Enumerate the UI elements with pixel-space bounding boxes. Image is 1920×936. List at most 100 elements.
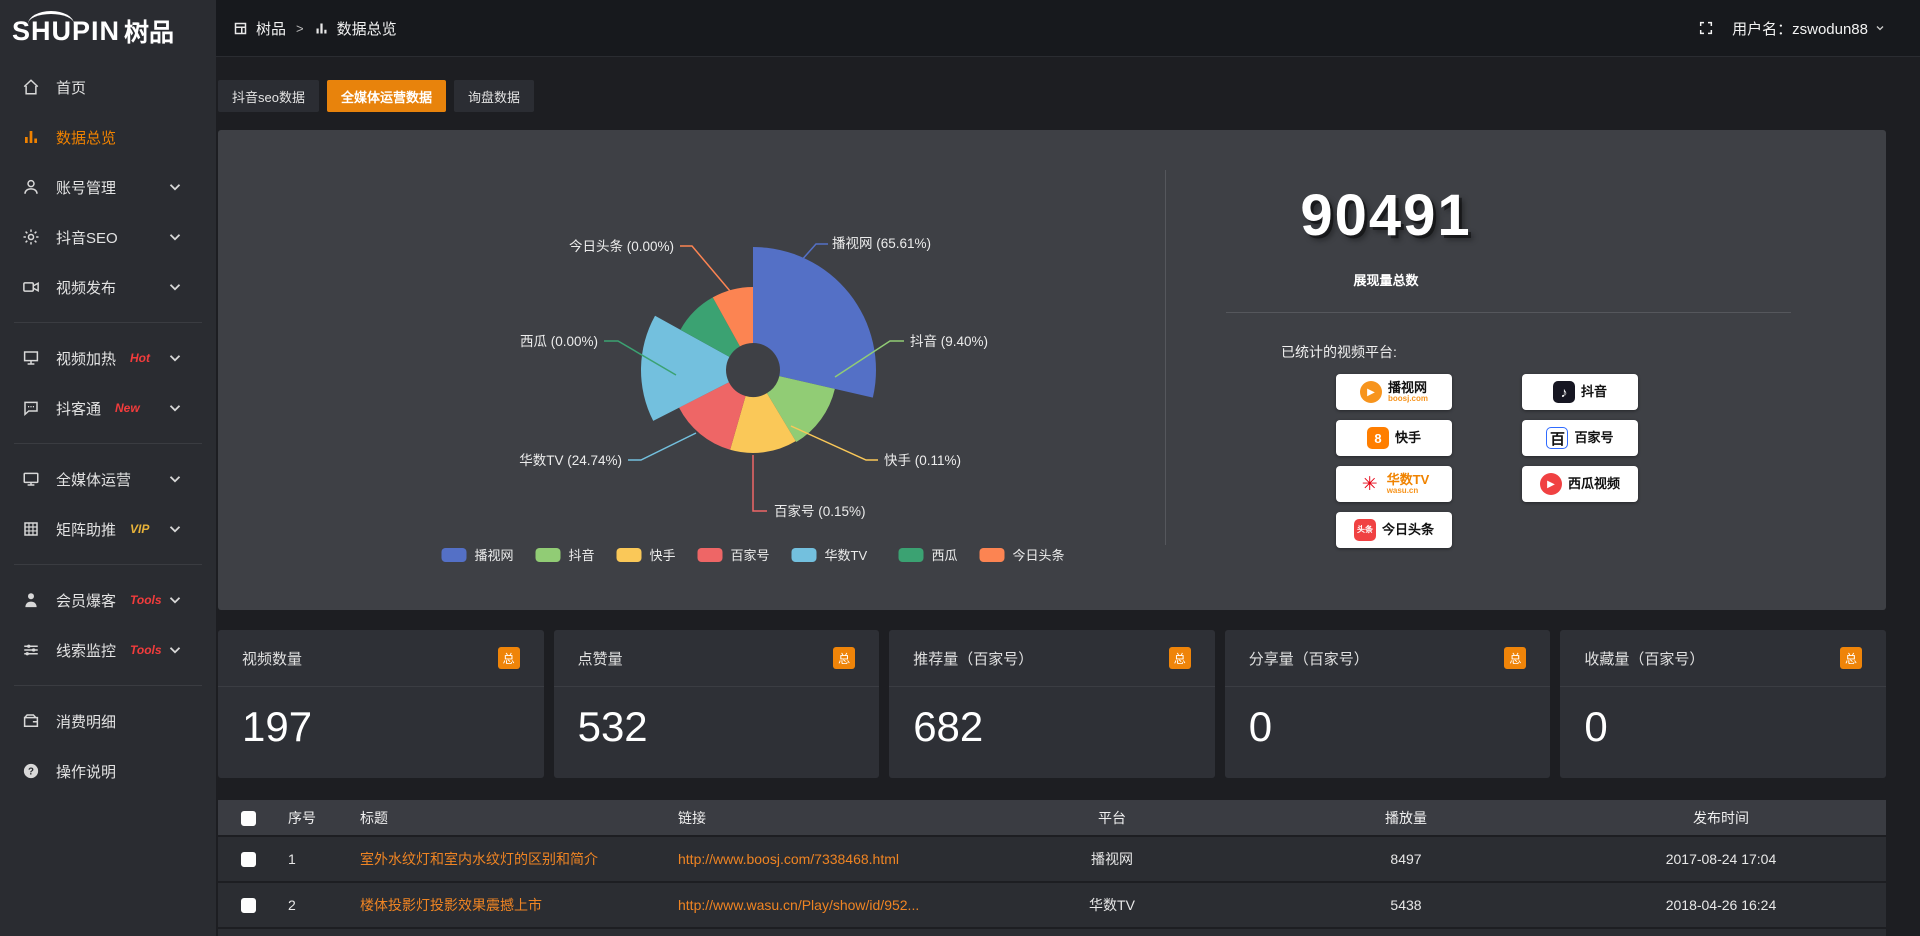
user-menu[interactable]: 用户名：zswodun88 [1732, 18, 1886, 39]
tab-询盘数据[interactable]: 询盘数据 [453, 80, 534, 112]
column-header-发布时间: 发布时间 [1556, 800, 1886, 837]
sidebar-item-label: 消费明细 [56, 713, 117, 731]
legend-item-今日头条[interactable]: 今日头条 [979, 548, 1065, 563]
sidebar-item-线索监控[interactable]: 线索监控 Tools [0, 625, 216, 675]
pie-slice-快手[interactable] [730, 393, 796, 453]
pie-slice-今日头条[interactable] [712, 287, 753, 347]
sidebar-item-label: 抖音SEO [56, 229, 118, 247]
sidebar-item-会员爆客[interactable]: 会员爆客 Tools [0, 575, 216, 625]
chevron-down-icon [166, 228, 200, 246]
stat-card-title: 推荐量（百家号） [913, 650, 1034, 668]
legend-label: 华数TV [825, 548, 868, 563]
chevron-down-icon [166, 470, 200, 488]
row-checkbox[interactable] [240, 898, 256, 914]
breadcrumb-app[interactable]: 树品 [256, 20, 287, 38]
row-checkbox[interactable] [240, 852, 256, 868]
topbar: 树品 > 数据总览 用户名：zswodun88 [216, 0, 1920, 57]
pie-slice-播视网[interactable] [753, 247, 876, 398]
tab-抖音seo数据[interactable]: 抖音seo数据 [218, 80, 319, 112]
platform-badge-西瓜视频: ▶ 西瓜视频 [1522, 466, 1638, 502]
panel-vertical-divider [1165, 170, 1166, 545]
video-url-link[interactable]: http://www.wasu.cn/Play/show/id/952... [678, 897, 920, 913]
sidebar-item-账号管理[interactable]: 账号管理 [0, 162, 216, 212]
chevron-down-icon [166, 349, 200, 367]
cell-time: 2017-08-24 17:04 [1556, 836, 1886, 883]
sidebar-item-视频发布[interactable]: 视频发布 [0, 262, 216, 312]
platform-badge-name: 今日头条 [1381, 522, 1434, 538]
legend-item-快手[interactable]: 快手 [616, 548, 676, 563]
platform-badge-name: 百家号 [1574, 430, 1614, 446]
pie-label-华数TV: 华数TV (24.74%) [519, 453, 622, 468]
pie-slice-抖音[interactable] [766, 376, 835, 443]
breadcrumb-page[interactable]: 数据总览 [336, 20, 397, 38]
data-tabs: 抖音seo数据 全媒体运营数据 询盘数据 [218, 80, 1886, 112]
legend-label: 今日头条 [1013, 548, 1065, 563]
sidebar-item-数据总览[interactable]: 数据总览 [0, 112, 216, 162]
tab-全媒体运营数据[interactable]: 全媒体运营数据 [326, 80, 446, 112]
legend-item-百家号[interactable]: 百家号 [697, 548, 770, 563]
pie-label-今日头条: 今日头条 (0.00%) [569, 238, 674, 254]
sidebar-item-label: 数据总览 [56, 129, 117, 147]
fullscreen-icon[interactable] [1698, 20, 1714, 36]
legend-label: 快手 [650, 548, 676, 563]
boosj-logo-icon: ▶ [1359, 381, 1382, 403]
table-body: 1 室外水纹灯和室内水纹灯的区别和简介 http://www.boosj.com… [218, 836, 1886, 936]
chevron-down-icon [166, 591, 200, 609]
sidebar-item-抖音SEO[interactable]: 抖音SEO [0, 212, 216, 262]
pie-label-line-播视网 [791, 243, 828, 272]
table-row-partial [218, 928, 1886, 936]
legend-item-华数TV[interactable]: 华数TV [791, 548, 868, 563]
legend-label: 百家号 [731, 548, 770, 563]
legend-chip [898, 548, 924, 562]
total-badge: 总 [1504, 647, 1527, 669]
pie-slice-华数TV[interactable] [641, 315, 730, 421]
legend-chip [697, 548, 723, 562]
table-row: 1 室外水纹灯和室内水纹灯的区别和简介 http://www.boosj.com… [218, 836, 1886, 883]
legend-item-抖音[interactable]: 抖音 [535, 548, 595, 563]
stat-card-title: 视频数量 [242, 650, 303, 668]
pie-label-line-华数TV [628, 432, 697, 461]
legend-chip [791, 548, 817, 562]
sidebar-item-抖客通[interactable]: 抖客通 New [0, 383, 216, 433]
stat-card-value: 0 [1248, 703, 1273, 750]
sidebar-item-操作说明[interactable]: ? 操作说明 [0, 746, 216, 796]
stat-card-value: 682 [913, 703, 984, 750]
table-row: 2 楼体投影灯投影效果震撼上市 http://www.wasu.cn/Play/… [218, 882, 1886, 929]
column-header-平台: 平台 [968, 800, 1256, 837]
pie-slice-西瓜[interactable] [680, 297, 740, 357]
video-title-link[interactable]: 楼体投影灯投影效果震撼上市 [360, 897, 542, 913]
sidebar-item-消费明细[interactable]: 消费明细 [0, 696, 216, 746]
legend-item-西瓜[interactable]: 西瓜 [898, 548, 958, 563]
platform-badge-name: 快手 [1394, 430, 1421, 446]
select-all-checkbox[interactable] [240, 810, 256, 826]
logo-text-cn: 树品 [124, 19, 175, 47]
videos-table: 序号 标题 链接 平台 播放量 发布时间 1 室外水纹灯和室内水纹灯的区别和简介 http… [218, 800, 1886, 936]
platform-badge-sub: wasu.cn [1386, 485, 1419, 495]
wasu-logo-icon: ✳ [1358, 473, 1381, 495]
legend-chip [616, 548, 642, 562]
sidebar-item-首页[interactable]: 首页 [0, 62, 216, 112]
legend-item-播视网[interactable]: 播视网 [441, 548, 514, 563]
pie-label-line-快手 [790, 425, 878, 461]
stat-card-header: 视频数量 总 [218, 630, 544, 687]
pie-slice-百家号[interactable] [679, 382, 746, 450]
video-url-link[interactable]: http://www.boosj.com/7338468.html [678, 851, 900, 867]
table-header-row: 序号 标题 链接 平台 播放量 发布时间 [218, 800, 1886, 837]
sidebar-divider [14, 322, 202, 323]
cell-plays: 8497 [1256, 836, 1556, 883]
sidebar-item-矩阵助推[interactable]: 矩阵助推 VIP [0, 504, 216, 554]
app-grid-icon [233, 21, 248, 36]
legend-label: 西瓜 [932, 548, 958, 563]
pie-label-line-抖音 [834, 340, 904, 378]
cell-link: http://www.boosj.com/7338468.html [668, 836, 968, 883]
user-name-label: 用户名：zswodun88 [1732, 20, 1868, 38]
cell-time: 2018-04-26 16:24 [1556, 882, 1886, 929]
sidebar-item-label: 抖客通 [56, 400, 102, 418]
sidebar-item-视频加热[interactable]: 视频加热 Hot [0, 333, 216, 383]
sidebar-item-label: 会员爆客 [56, 592, 117, 610]
video-title-link[interactable]: 室外水纹灯和室内水纹灯的区别和简介 [360, 851, 598, 867]
sidebar-item-全媒体运营[interactable]: 全媒体运营 [0, 454, 216, 504]
platform-badge-播视网: ▶ 播视网 boosj.com [1336, 374, 1452, 410]
stat-card-header: 分享量（百家号） 总 [1224, 630, 1551, 687]
sidebar-item-label: 操作说明 [56, 763, 117, 781]
